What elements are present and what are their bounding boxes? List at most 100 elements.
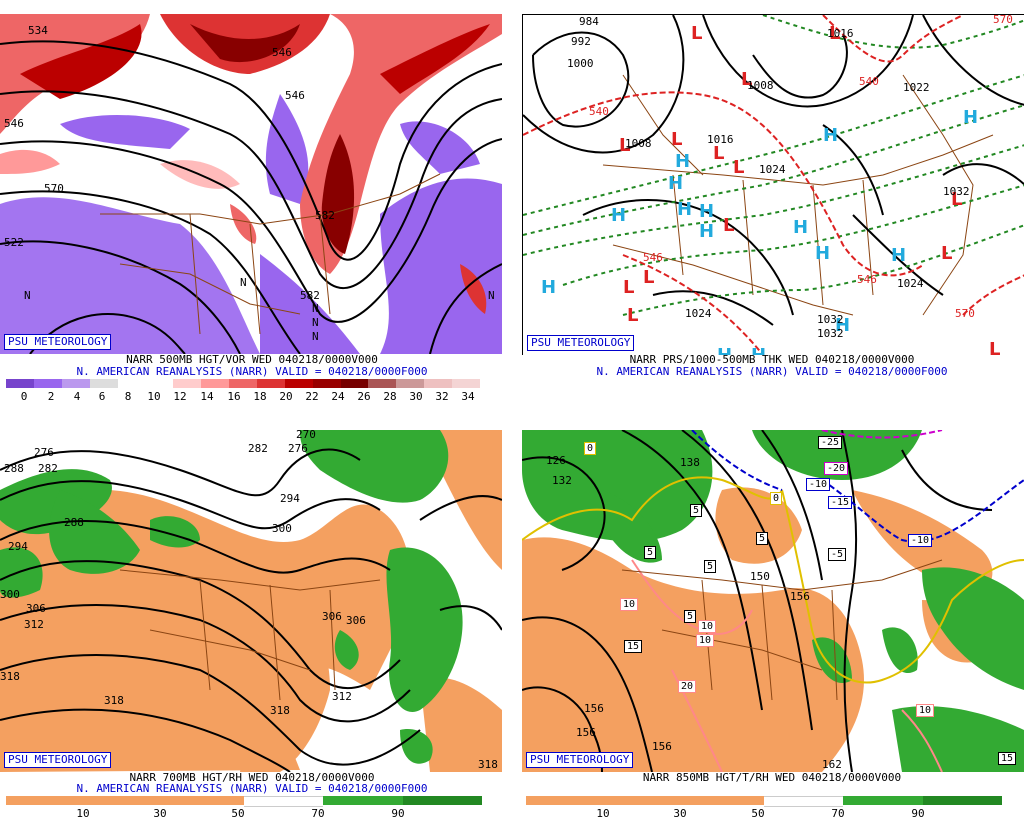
isobar-label: 1032 bbox=[817, 313, 844, 326]
rh700-colorbar bbox=[6, 796, 482, 807]
scale-tick: 0 bbox=[20, 390, 28, 403]
vort-label: N bbox=[24, 289, 31, 302]
pressure-map-graphic: L L L L L L L L L L L L L L H H H H bbox=[523, 15, 1024, 355]
scale-tick: 90 bbox=[391, 807, 405, 820]
thickness-label: 570 bbox=[955, 307, 975, 320]
contour-label: 156 bbox=[576, 726, 596, 739]
temp-label: 10 bbox=[620, 598, 639, 611]
scale-tick: 4 bbox=[73, 390, 81, 403]
isobar-label: 1000 bbox=[567, 57, 594, 70]
contour-label: 318 bbox=[0, 670, 20, 683]
rh700-scale-ticks: 10 30 50 70 90 bbox=[6, 807, 482, 820]
scale-tick: 10 bbox=[76, 807, 90, 820]
temp-label: -10 bbox=[806, 478, 831, 491]
contour-label: 546 bbox=[4, 117, 24, 130]
temp-label: 10 bbox=[698, 620, 717, 633]
high-pressure-symbol: H bbox=[823, 125, 838, 146]
isobar-label: 1032 bbox=[817, 327, 844, 340]
contour-label: 156 bbox=[652, 740, 672, 753]
vorticity-colorbar bbox=[6, 379, 480, 388]
contour-label: 294 bbox=[280, 492, 300, 505]
temp-label: -5 bbox=[828, 548, 847, 561]
panel-500mb-vorticity: 534 546 546 570 582 522 546 582 N N N N … bbox=[0, 0, 504, 405]
low-pressure-symbol: L bbox=[989, 339, 1000, 355]
isobar-label: 1022 bbox=[903, 81, 930, 94]
psu-label: PSU METEOROLOGY bbox=[4, 752, 112, 768]
scale-tick: 30 bbox=[673, 807, 687, 820]
scale-tick: 12 bbox=[173, 390, 187, 403]
temp-label: -10 bbox=[908, 534, 933, 547]
scale-tick: 10 bbox=[147, 390, 161, 403]
scale-tick: 50 bbox=[231, 807, 245, 820]
vort-label: N bbox=[312, 302, 319, 315]
thickness-label: 546 bbox=[643, 251, 663, 264]
vort-label: N bbox=[488, 289, 495, 302]
temp-label: 5 bbox=[756, 532, 769, 545]
rh850-map: 126 132 138 150 156 156 156 162 156 -25 … bbox=[522, 430, 1024, 772]
panel-caption: NARR PRS/1000-500MB THK WED 040218/0000V… bbox=[629, 353, 915, 366]
contour-label: 162 bbox=[822, 758, 842, 771]
isobar-label: 1024 bbox=[759, 163, 786, 176]
scale-tick: 50 bbox=[751, 807, 765, 820]
high-pressure-symbol: H bbox=[541, 277, 556, 298]
scale-tick: 30 bbox=[153, 807, 167, 820]
panel-700mb-rh: 276 270 288 282 282 276 294 288 294 300 … bbox=[0, 430, 504, 820]
thickness-label: 546 bbox=[857, 273, 877, 286]
contour-label: 138 bbox=[680, 456, 700, 469]
scale-tick: 30 bbox=[409, 390, 423, 403]
contour-label: 132 bbox=[552, 474, 572, 487]
contour-label: 570 bbox=[44, 182, 64, 195]
low-pressure-symbol: L bbox=[829, 23, 840, 44]
panel-valid-caption: N. AMERICAN REANALYSIS (NARR) VALID = 04… bbox=[76, 365, 428, 378]
isobar-label: 1016 bbox=[707, 133, 734, 146]
low-pressure-symbol: L bbox=[691, 23, 702, 44]
temp-label: 20 bbox=[678, 680, 697, 693]
contour-label: 582 bbox=[300, 289, 320, 302]
rh700-map: 276 270 288 282 282 276 294 288 294 300 … bbox=[0, 430, 502, 772]
scale-tick: 90 bbox=[911, 807, 925, 820]
contour-label: 546 bbox=[272, 46, 292, 59]
contour-label: 546 bbox=[285, 89, 305, 102]
vorticity-map: 534 546 546 570 582 522 546 582 N N N N … bbox=[0, 14, 502, 354]
contour-label: 318 bbox=[270, 704, 290, 717]
panel-caption: NARR 700MB HGT/RH WED 040218/0000V000 bbox=[129, 771, 375, 784]
contour-label: 306 bbox=[322, 610, 342, 623]
temp-label: 5 bbox=[704, 560, 717, 573]
panel-valid-caption: N. AMERICAN REANALYSIS (NARR) VALID = 04… bbox=[76, 782, 428, 795]
temp-label: -20 bbox=[824, 462, 849, 475]
contour-label: 282 bbox=[38, 462, 58, 475]
contour-label: 300 bbox=[272, 522, 292, 535]
temp-label: 10 bbox=[696, 634, 715, 647]
high-pressure-symbol: H bbox=[699, 201, 714, 222]
low-pressure-symbol: L bbox=[713, 143, 724, 164]
contour-label: 312 bbox=[24, 618, 44, 631]
low-pressure-symbol: L bbox=[941, 243, 952, 264]
isobar-label: 1032 bbox=[943, 185, 970, 198]
isobar-label: 1008 bbox=[625, 137, 652, 150]
vort-label: N bbox=[240, 276, 247, 289]
vort-label: N bbox=[312, 316, 319, 329]
contour-label: 522 bbox=[4, 236, 24, 249]
isobar-label: 1016 bbox=[827, 27, 854, 40]
high-pressure-symbol: H bbox=[835, 315, 850, 336]
temp-label: -25 bbox=[818, 436, 843, 449]
contour-label: 312 bbox=[332, 690, 352, 703]
pressure-map: L L L L L L L L L L L L L L H H H H bbox=[522, 14, 1024, 355]
low-pressure-symbol: L bbox=[623, 277, 634, 298]
scale-tick: 10 bbox=[596, 807, 610, 820]
scale-tick: 32 bbox=[435, 390, 449, 403]
psu-label: PSU METEOROLOGY bbox=[526, 752, 634, 768]
high-pressure-symbol: H bbox=[611, 205, 626, 226]
contour-label: 282 bbox=[248, 442, 268, 455]
temp-label: 5 bbox=[684, 610, 697, 623]
scale-tick: 70 bbox=[311, 807, 325, 820]
low-pressure-symbol: L bbox=[741, 69, 752, 90]
high-pressure-symbol: H bbox=[717, 345, 732, 355]
contour-label: 150 bbox=[750, 570, 770, 583]
isobar-label: 992 bbox=[571, 35, 591, 48]
temp-label: 0 bbox=[584, 442, 597, 455]
panel-caption: NARR 500MB HGT/VOR WED 040218/0000V000 bbox=[126, 353, 378, 366]
high-pressure-symbol: H bbox=[677, 199, 692, 220]
contour-label: 288 bbox=[4, 462, 24, 475]
scale-tick: 20 bbox=[279, 390, 293, 403]
